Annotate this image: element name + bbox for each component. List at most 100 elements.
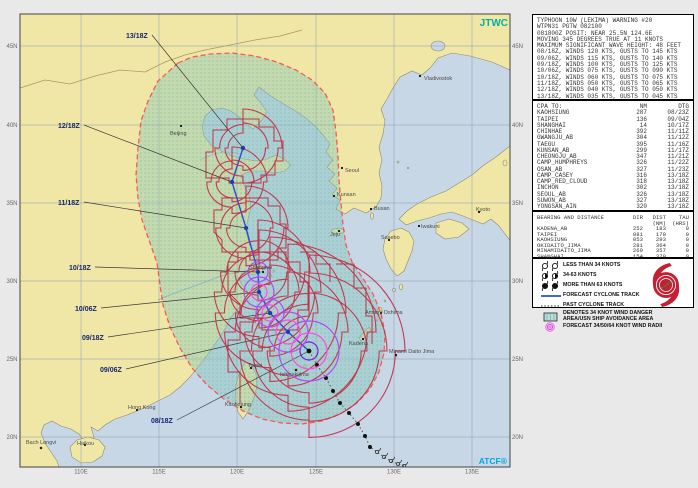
cpa-site: INCHON [537, 184, 559, 192]
lat-axis-label: 45N [6, 44, 17, 50]
bearing-tau: 0 [685, 247, 689, 254]
time-leader-line [83, 201, 247, 229]
cpa-nm: 14 [639, 121, 647, 129]
cpa-dtg: 08/23Z [667, 109, 689, 117]
bearing-col-header: DIST [652, 214, 666, 221]
cpa-row: OSAN_AB 327 11/23Z [537, 165, 689, 173]
cpa-dtg: 13/18Z [667, 190, 689, 198]
warning-line: 12/18Z, WINDS 040 KTS, GUSTS TO 050 KTS [537, 86, 678, 94]
city-label: Minami Daito Jima [389, 349, 435, 355]
cpa-row: INCHON 302 13/18Z [537, 184, 689, 192]
cpa-header-nm: NM [639, 103, 647, 110]
city-marker [40, 447, 42, 449]
forecast-time-label: 12/18Z [58, 123, 81, 130]
forecast-wind-radii-circle [247, 261, 269, 283]
forecast-wind-radii-circle [243, 276, 275, 308]
city-label: Seoul [345, 168, 359, 174]
warning-line: 081800Z POSIT: NEAR 25.5N 124.6E [537, 29, 653, 37]
time-leader-line [94, 266, 259, 273]
cpa-dtg: 09/04Z [667, 115, 689, 123]
cpa-site: SUWON_AB [537, 196, 566, 204]
city-marker [419, 75, 421, 77]
cpa-site: TAIPEI [537, 115, 559, 123]
city-label: Taipei [248, 363, 262, 369]
city-label: Jeju [330, 232, 340, 238]
past-position-dot [338, 401, 342, 405]
cpa-nm: 327 [636, 196, 647, 204]
cpa-site: YONGSAN_AIN [537, 203, 577, 210]
wind-radii-arc [239, 254, 406, 438]
wind-danger-area-border [135, 52, 386, 425]
wind-radii-arc [206, 146, 268, 215]
bearing-subheader-row: (NM) (HRS) [537, 220, 689, 227]
lon-axis-label: 110E [74, 470, 88, 476]
radii-circles-icon [545, 322, 555, 332]
map-border [19, 13, 511, 468]
cpa-site: SEOUL_AB [537, 190, 566, 198]
forecast-wind-radii-circle [275, 319, 301, 345]
country-border [20, 29, 303, 89]
bearing-row: KADENA_AB 252 183 0 [537, 226, 689, 232]
wind-radii-arc [220, 219, 311, 320]
legend-icon-cell [537, 322, 563, 332]
bearing-dir: 081 [632, 230, 643, 238]
legend-icon-cell [537, 271, 563, 281]
cpa-dtg: 11/11Z [667, 128, 689, 135]
open-circles-icon [541, 261, 559, 271]
city-marker [240, 406, 242, 408]
bearing-row: MINAMIDAITO_JIMA 269 357 0 [537, 248, 689, 254]
past-storm-symbol-tail [377, 447, 382, 452]
bearing-site: SHANGHAI [537, 252, 564, 260]
city-marker [418, 225, 420, 227]
forecast-wind-radii-circle [255, 298, 285, 328]
legend-item-label: MORE THAN 63 KNOTS [563, 282, 623, 289]
city-labels-layer: Vladivostok Beijing Seoul Kunsan Busan Jeju Ky… [26, 75, 490, 449]
warning-line: 13/18Z, WINDS 035 KTS, GUSTS TO 045 KTS [537, 92, 678, 100]
warning-line: WTPN31 PGTW 082100 [537, 23, 602, 31]
city-label: Kyoto [476, 207, 490, 213]
warning-line: MOVING 345 DEGREES TRUE AT 11 KNOTS [537, 35, 664, 43]
bearing-row: KAOHSIUNG 053 293 0 [537, 237, 689, 243]
bearing-tau: 0 [685, 252, 689, 260]
bearing-dist: 183 [655, 225, 666, 232]
cpa-nm: 395 [636, 140, 647, 148]
time-labels-layer: 08/18Z 09/06Z 09/18Z 10/06Z 10/18Z 11/18Z 12/1… [58, 33, 174, 425]
cpa-dtg: 11/17Z [667, 146, 689, 154]
danger-box-icon [543, 312, 558, 321]
cpa-row: SUWON_AB 327 13/18Z [537, 196, 689, 204]
filled-circles-icon [541, 281, 559, 291]
past-position-dot [347, 411, 351, 415]
bearing-tau: 0 [685, 236, 689, 243]
cpa-site: OSAN_AB [537, 165, 563, 173]
bearing-dir: 269 [632, 247, 643, 254]
landmass-honshu [398, 145, 510, 241]
city-marker [180, 125, 182, 127]
legend-item-label: PAST CYCLONE TRACK [563, 302, 625, 309]
seal-island [663, 285, 667, 287]
past-storm-symbol-tail [384, 452, 389, 457]
jtwc-seal [652, 262, 680, 308]
bearing-dir: 281 [632, 241, 643, 249]
cpa-row: GWANGJU_AB 304 11/12Z [537, 134, 689, 142]
cpa-row: CHINHAE 392 11/11Z [537, 128, 689, 135]
wind-radii-arc [224, 122, 269, 172]
forecast-time-label: 09/06Z [100, 367, 123, 374]
cpa-site: CAMP_CASEY [537, 171, 574, 179]
bearing-tau: 0 [685, 230, 689, 238]
wind-radii-arc [214, 108, 283, 184]
landmass-shikoku [435, 218, 470, 240]
city-marker [250, 367, 252, 369]
cpa-row: KAOHSIUNG 287 08/23Z [537, 109, 689, 117]
cpa-site: SHANGHAI [537, 121, 566, 129]
cpa-nm: 304 [636, 134, 647, 142]
lon-axis-label: 130E [387, 470, 401, 476]
city-marker [362, 338, 364, 340]
lat-axis-label: 35N [6, 201, 17, 207]
bearing-site: OKIDAITO_JIMA [537, 241, 581, 249]
warning-line: 08/18Z, WINDS 120 KTS, GUSTS TO 145 KTS [537, 48, 678, 56]
lon-axis-label: 135E [465, 470, 479, 476]
warning-line: 10/18Z, WINDS 060 KTS, GUSTS TO 075 KTS [537, 73, 678, 81]
cpa-dtg: 13/18Z [667, 203, 689, 210]
cpa-row: YONGSAN_AIN 320 13/18Z [537, 203, 689, 210]
city-label: Ishigakijima [280, 372, 310, 378]
